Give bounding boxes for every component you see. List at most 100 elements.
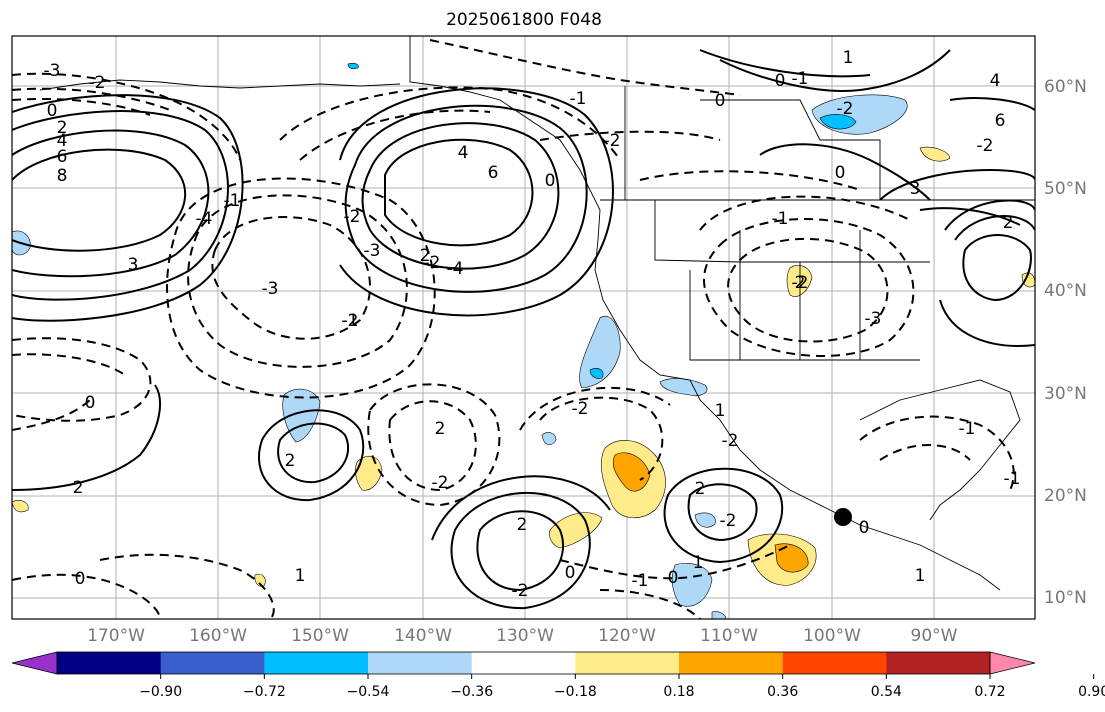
colorbar-tick-label: −0.36 bbox=[450, 684, 494, 700]
latitude-label: 60°N bbox=[1044, 77, 1087, 97]
colorbar-segment bbox=[264, 652, 369, 674]
colorbar-tick-label: 0.18 bbox=[663, 684, 695, 700]
contour-label: 0 bbox=[545, 171, 556, 191]
longitude-label: 130°W bbox=[496, 626, 554, 646]
contour-label: -2 bbox=[604, 131, 621, 151]
contour-label: -2 bbox=[344, 207, 361, 227]
contour-label: 6 bbox=[57, 147, 68, 167]
contour-label: 8 bbox=[57, 166, 68, 186]
contour-label: -2 bbox=[837, 99, 854, 119]
colorbar-tick-label: 0.90 bbox=[1078, 684, 1105, 700]
contour-label: 2 bbox=[795, 273, 806, 293]
contour-label: -1 bbox=[570, 89, 587, 109]
contour-label: 0 bbox=[859, 518, 870, 538]
contour-label: -4 bbox=[447, 259, 464, 279]
map-title: 2025061800 F048 bbox=[446, 10, 602, 30]
colorbar-segment bbox=[471, 652, 576, 674]
colorbar-frame bbox=[56, 651, 991, 675]
latitude-label: 30°N bbox=[1044, 384, 1087, 404]
contour-label: -2 bbox=[432, 473, 449, 493]
contour-label: 0 bbox=[715, 91, 726, 111]
contour-label: -1 bbox=[772, 209, 789, 229]
contour-label: -1 bbox=[342, 311, 359, 331]
colorbar-tick-label: −0.90 bbox=[139, 684, 183, 700]
colorbar-tick-label: 0.72 bbox=[974, 684, 1006, 700]
colorbar-segment bbox=[57, 652, 162, 674]
contour-label: -2 bbox=[424, 253, 441, 273]
contour-label: 0 bbox=[75, 569, 86, 589]
colorbar bbox=[11, 651, 1095, 679]
colorbar-tick-label: −0.72 bbox=[242, 684, 286, 700]
contour-label: 0 bbox=[47, 101, 58, 121]
contour-label: -3 bbox=[44, 61, 61, 81]
longitude-label: 110°W bbox=[700, 626, 758, 646]
longitude-label: 140°W bbox=[394, 626, 452, 646]
longitude-label: 120°W bbox=[598, 626, 656, 646]
contour-label: -2 bbox=[89, 73, 106, 93]
colorbar-segment bbox=[886, 652, 991, 674]
colorbar-segment bbox=[782, 652, 887, 674]
contour-label: 1 bbox=[715, 401, 726, 421]
contour-label: 3 bbox=[910, 179, 921, 199]
latitude-label: 50°N bbox=[1044, 179, 1087, 199]
longitude-label: 150°W bbox=[291, 626, 349, 646]
graticule bbox=[12, 36, 1035, 619]
contour-label: -3 bbox=[865, 309, 882, 329]
contour-label: 2 bbox=[57, 118, 68, 138]
contour-label: -2 bbox=[572, 399, 589, 419]
contour-label: -2 bbox=[342, 311, 359, 331]
contour-label: -2 bbox=[722, 431, 739, 451]
contour-label: -4 bbox=[196, 209, 213, 229]
contour-label: 0 bbox=[835, 163, 846, 183]
colorbar-tick-label: −0.54 bbox=[346, 684, 390, 700]
contour-label: -1 bbox=[224, 191, 241, 211]
colorbar-extend-low bbox=[11, 651, 58, 675]
contour-label: 1 bbox=[693, 553, 704, 573]
latitude-label: 20°N bbox=[1044, 486, 1087, 506]
contour-label: 4 bbox=[458, 143, 469, 163]
contour-label: 2 bbox=[695, 479, 706, 499]
colorbar-segment bbox=[679, 652, 784, 674]
contour-label: 2 bbox=[73, 478, 84, 498]
contour-label: -3 bbox=[262, 279, 279, 299]
colorbar-tick-label: −0.18 bbox=[553, 684, 597, 700]
contour-label: 2 bbox=[1003, 213, 1014, 233]
contour-label: -1 bbox=[1004, 469, 1021, 489]
contour-label: 2 bbox=[435, 419, 446, 439]
contour-label: -1 bbox=[632, 571, 649, 591]
contour-label: -2 bbox=[977, 136, 994, 156]
longitude-label: 100°W bbox=[803, 626, 861, 646]
contour-label: -2 bbox=[512, 581, 529, 601]
longitude-label: 170°W bbox=[87, 626, 145, 646]
map-frame bbox=[11, 35, 1036, 620]
latitude-label: 40°N bbox=[1044, 281, 1087, 301]
contour-label: -3 bbox=[364, 241, 381, 261]
colorbar-segment bbox=[575, 652, 680, 674]
contour-label: -2 bbox=[720, 511, 737, 531]
colorbar-tick-label: 0.36 bbox=[767, 684, 799, 700]
colorbar-segment bbox=[368, 652, 473, 674]
contour-label: 6 bbox=[995, 111, 1006, 131]
contour-label: 2 bbox=[285, 451, 296, 471]
latitude-label: 10°N bbox=[1044, 588, 1087, 608]
contour-label: -1 bbox=[959, 419, 976, 439]
longitude-label: 160°W bbox=[189, 626, 247, 646]
contour-label: 0 bbox=[775, 71, 786, 91]
shaded-anomalies bbox=[12, 62, 1035, 619]
contour-label: 1 bbox=[915, 566, 926, 586]
contour-label: -2 bbox=[792, 273, 809, 293]
negative-contours bbox=[12, 39, 1015, 619]
contour-label: 0 bbox=[85, 393, 96, 413]
colorbar-tick-label: 0.54 bbox=[870, 684, 902, 700]
contour-label: 2 bbox=[517, 515, 528, 535]
contour-label: 1 bbox=[295, 566, 306, 586]
contour-label: 3 bbox=[128, 255, 139, 275]
contour-label: 0 bbox=[668, 568, 679, 588]
contour-labels: -3-202468-13-4-3-2-10246-2-4-3-2-2201-12… bbox=[44, 48, 1021, 601]
contour-label: 0 bbox=[565, 563, 576, 583]
positive-contours bbox=[12, 49, 1035, 610]
contour-label: 2 bbox=[420, 246, 431, 266]
colorbar-extend-high bbox=[989, 651, 1036, 675]
location-marker bbox=[834, 508, 852, 526]
